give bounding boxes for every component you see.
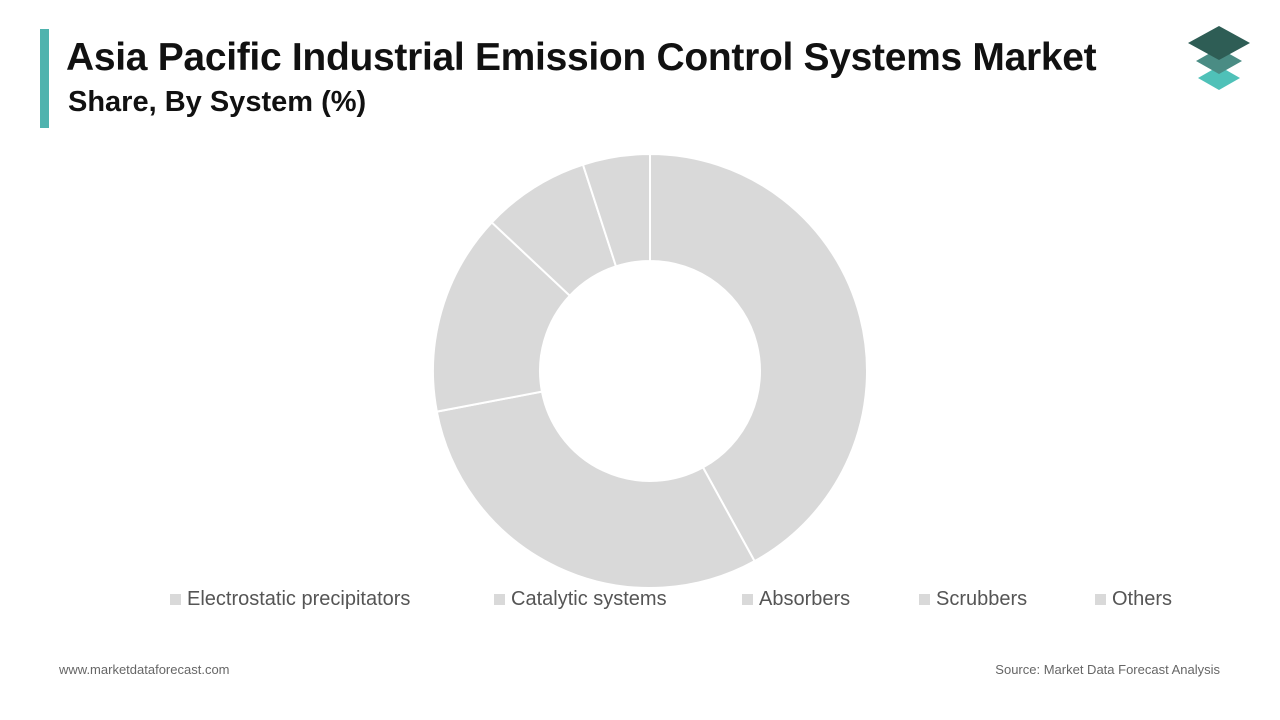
legend-label: Scrubbers	[936, 588, 1028, 610]
donut-slice-others	[581, 152, 651, 268]
footer-website: www.marketdataforecast.com	[59, 662, 230, 677]
legend-swatch	[919, 594, 930, 605]
donut-slice-catalytic-systems	[435, 390, 756, 589]
page-title: Asia Pacific Industrial Emission Control…	[66, 36, 1097, 79]
legend-swatch	[494, 594, 505, 605]
title-accent-bar	[40, 29, 49, 128]
legend-swatch	[742, 594, 753, 605]
donut-slice-absorbers	[432, 221, 572, 413]
page-subtitle: Share, By System (%)	[68, 86, 367, 118]
legend-swatch	[170, 594, 181, 605]
stacked-layers-logo-icon	[1188, 26, 1250, 90]
logo-layer-top	[1188, 26, 1250, 60]
legend-label: Absorbers	[759, 588, 851, 610]
legend-item-others: Others	[1095, 588, 1172, 611]
legend-item-scrubbers: Scrubbers	[919, 588, 1027, 611]
legend-item-catalytic-systems: Catalytic systems	[494, 588, 667, 611]
footer-source: Source: Market Data Forecast Analysis	[995, 662, 1220, 677]
legend-item-absorbers: Absorbers	[742, 588, 850, 611]
donut-slice-electrostatic-precipitators	[649, 152, 869, 563]
logo-layer-middle	[1196, 48, 1242, 74]
legend-label: Catalytic systems	[511, 588, 667, 610]
logo-layer-bottom	[1198, 66, 1240, 90]
legend-label: Others	[1112, 588, 1173, 610]
donut-chart	[432, 152, 869, 589]
legend-swatch	[1095, 594, 1106, 605]
legend-label: Electrostatic precipitators	[187, 588, 411, 610]
legend-item-electrostatic-precipitators: Electrostatic precipitators	[170, 588, 410, 611]
